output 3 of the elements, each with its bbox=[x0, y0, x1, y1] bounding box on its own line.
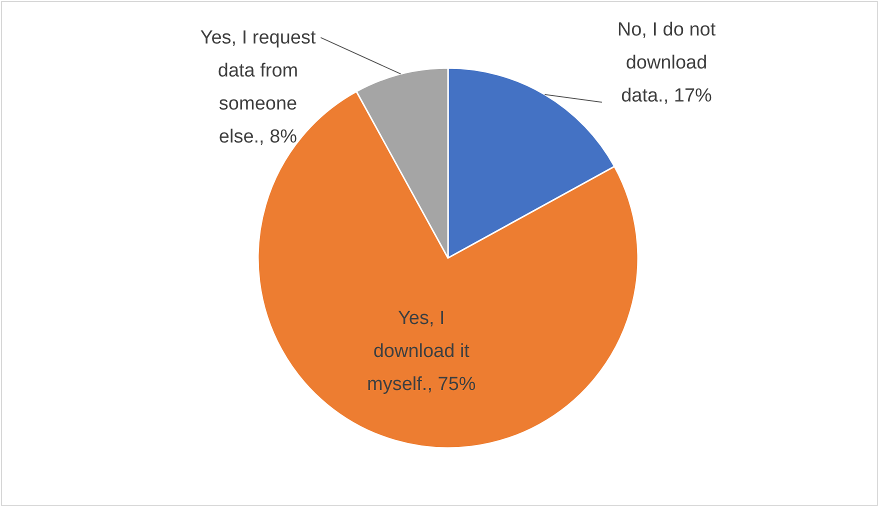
slice-label: No, I do not download data., 17% bbox=[617, 19, 716, 106]
slice-label: Yes, I request data from someone else., 8% bbox=[200, 28, 316, 148]
slice-label: Yes, I download it myself., 75% bbox=[367, 308, 476, 396]
